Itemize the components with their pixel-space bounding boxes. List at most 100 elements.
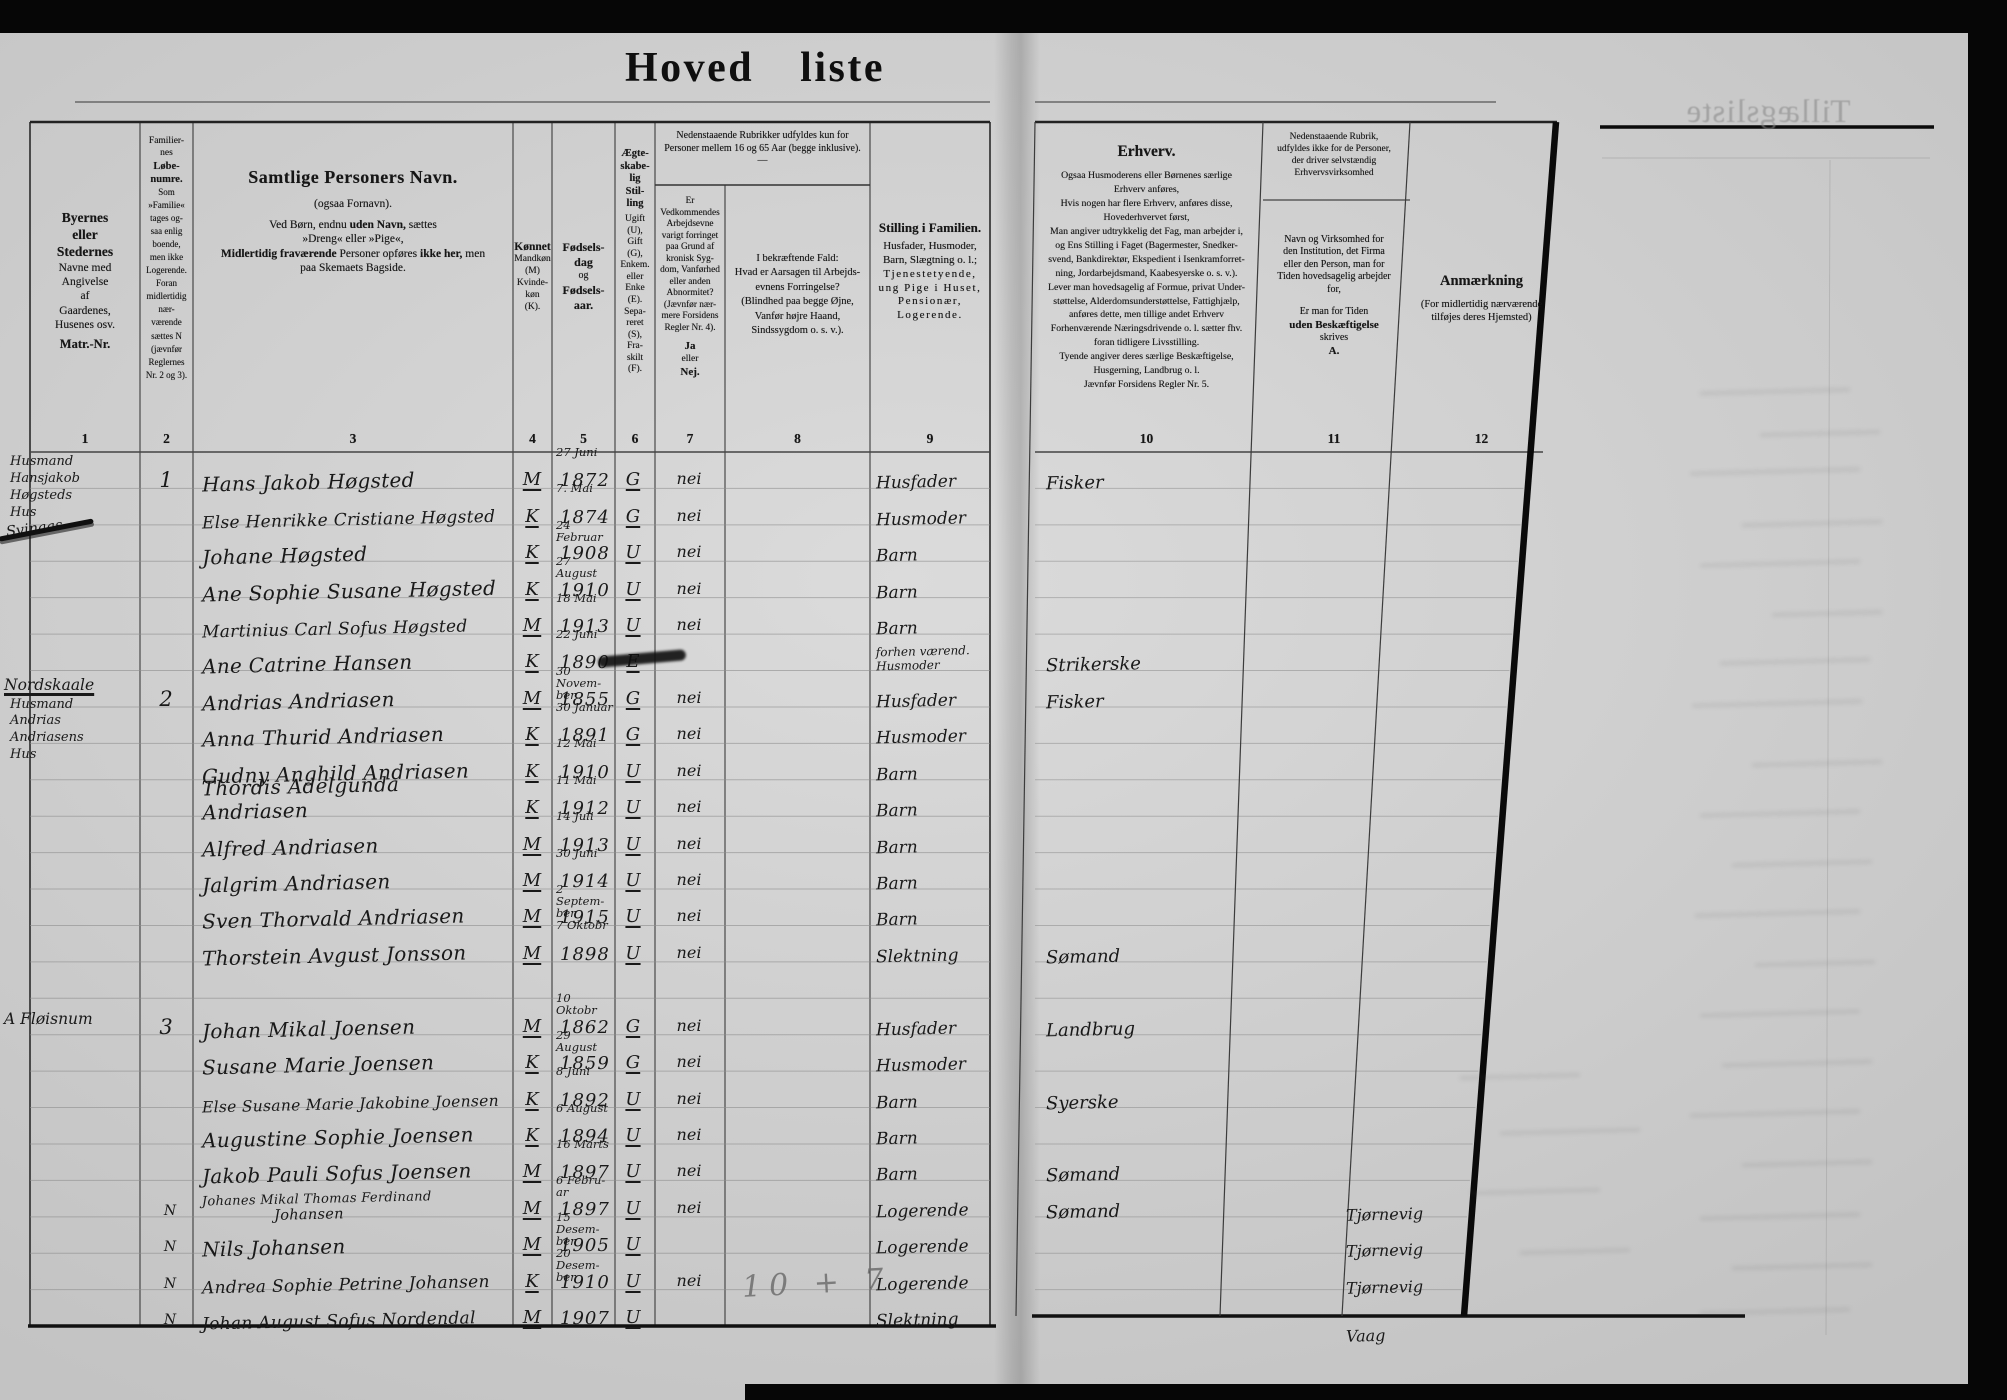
col-header-11: Nedenstaaende Rubrik, udfyldes ikke for … (1258, 122, 1410, 452)
disability-answer: nei (676, 833, 702, 853)
table-row: N Johan August Sofus Nordendal M 1907 U Slekt… (0, 1290, 2007, 1346)
birth-year: 1892 (560, 1089, 610, 1111)
col1-title2: Matr.-Nr. (59, 336, 111, 351)
birth-day: 30 Novem-ber (556, 663, 602, 702)
table-row: Else Henrikke Cristiane Høgsted K 7. Mai 18… (0, 482, 2007, 533)
col-header-6: Ægte- skabe- lig Stil- ling Ugift (U), G… (615, 122, 655, 452)
col2-top: Familier- nes (148, 136, 185, 158)
birth-day: 20 Desem-ber (556, 1246, 600, 1285)
col7-eller: eller (681, 353, 699, 364)
sex-mark: M (522, 833, 542, 855)
col-header-1: Byernes eller Stedernes Navne med Angive… (30, 122, 140, 452)
sex-mark: M (522, 469, 542, 491)
disability-answer: nei (676, 870, 702, 889)
col4-sub: Mandkøn (M) Kvinde- køn (K). (514, 254, 551, 312)
header-span-note: Nedenstaaende Rubrikker udfyldes kun for… (655, 122, 870, 452)
col3-note1: Ved Børn, endnu uden Navn, sættes »Dreng… (269, 218, 437, 246)
sex-mark: K (525, 1270, 539, 1292)
span-note-dash: — (757, 155, 768, 166)
disability-answer: nei (676, 906, 702, 926)
birth-year: 1874 (560, 506, 610, 528)
family-position: forhen værend. Husmoder (875, 643, 970, 674)
col-header-12: Anmærkning (For midlertidig nærværende t… (1410, 122, 1553, 452)
table-row: Husmand Hansjakob Høgsteds Hus Svinaas 1 Ha… (0, 446, 2007, 540)
birth-day: 22 Juni (556, 627, 598, 642)
birth-day: 24 Februar (556, 517, 603, 544)
sex-mark: K (525, 1052, 539, 1074)
col11-number: 11 (1327, 431, 1341, 447)
scan-border-right (1968, 0, 2007, 1400)
family-position: Slektning (875, 1309, 959, 1332)
sex-mark: K (525, 542, 539, 564)
col-header-9: Stilling i Familien. Husfader, Husmoder,… (870, 122, 990, 452)
col5-title: Fødsels- dag (562, 240, 605, 269)
table-row: Martinius Carl Sofus Høgsted M 18 Mai 1913 U… (0, 592, 2007, 643)
birth-day: 30 Juni (556, 845, 598, 860)
table-row: N Johanes Mikal Thomas Ferdinand Johansen M… (0, 1174, 2007, 1224)
table-row: A Fløisnum 3 Johan Mikal Joensen M 10 Oktobr… (0, 992, 2007, 1043)
birth-year: 1894 (560, 1125, 610, 1147)
disability-answer: nei (676, 505, 702, 525)
sex-mark: M (522, 615, 542, 637)
marital-status: U (625, 1307, 641, 1329)
col-header-3: Samtlige Personers Navn. (ogsaa Fornavn)… (193, 122, 513, 452)
col9-sub: Husfader, Husmoder, Barn, Slægtning o. l… (882, 240, 978, 266)
disability-answer: nei (676, 724, 702, 744)
col3-number: 3 (349, 431, 357, 447)
col4-title: Kønnet (514, 241, 551, 253)
marital-status: G (625, 505, 641, 527)
temporary-present-mark: N (163, 1312, 177, 1329)
paper-background (0, 33, 1968, 1400)
birth-day: 27 August (556, 554, 598, 581)
col5-mid: og (578, 270, 589, 281)
birth-year: 1914 (560, 871, 610, 892)
sex-mark: K (525, 1124, 539, 1146)
disability-answer: nei (676, 1270, 702, 1290)
disability-answer: nei (676, 942, 702, 962)
disability-answer: nei (676, 1088, 702, 1108)
marital-status: U (625, 542, 641, 564)
col11-a: A. (1328, 344, 1340, 357)
birth-day: 30 Januar (556, 699, 613, 714)
disability-answer: nei (676, 1015, 702, 1035)
marital-status: G (625, 687, 641, 709)
birth-day: 12 Mai (556, 736, 597, 751)
page-title: Hoved liste (520, 44, 990, 92)
remark-homeplace: Vaag (1345, 1325, 1386, 1346)
disability-answer: nei (676, 760, 702, 780)
birth-day: 18 Mai (556, 590, 597, 605)
col3-title: Samtlige Personers Navn. (248, 167, 458, 187)
sex-mark: K (525, 578, 539, 600)
col2-title: Løbe- numre. (150, 160, 183, 185)
col5-number: 5 (580, 431, 587, 447)
birth-day: 15 Desem-ber (556, 1209, 600, 1248)
birth-year: 1910 (560, 761, 610, 783)
page-title-word: Hoved (625, 45, 755, 91)
col1-number: 1 (81, 431, 89, 447)
col2-number: 2 (163, 431, 170, 447)
birth-year: 1913 (560, 616, 610, 638)
col3-sub: (ogsaa Fornavn). (314, 197, 392, 210)
sex-mark: K (525, 1088, 539, 1110)
birth-year: 1897 (560, 1198, 610, 1220)
marital-status: U (625, 870, 641, 891)
col7-sub: Er Vedkommendes Arbejdsevne varigt forri… (660, 196, 720, 333)
marital-status: U (625, 1161, 641, 1183)
table-row: Sven Thorvald Andriasen M 2 Septem-ber 1915… (0, 883, 2007, 934)
birth-year: 1897 (560, 1162, 610, 1184)
marital-status: U (625, 1197, 641, 1219)
birth-year: 1907 (560, 1308, 610, 1330)
col-header-7: Er Vedkommendes Arbejdsevne varigt forri… (655, 122, 725, 452)
place-description: Husmand Hansjakob Høgsteds Hus (10, 454, 80, 520)
sex-mark: M (522, 942, 542, 964)
marital-status: U (625, 797, 641, 819)
sex-mark: K (525, 724, 539, 746)
marital-status: U (625, 578, 641, 600)
birth-year: 1891 (560, 725, 610, 747)
col1-sub: Navne med Angivelse af Gaardenes, Husene… (55, 261, 115, 332)
col1-title: Byernes eller Stedernes (56, 210, 114, 259)
